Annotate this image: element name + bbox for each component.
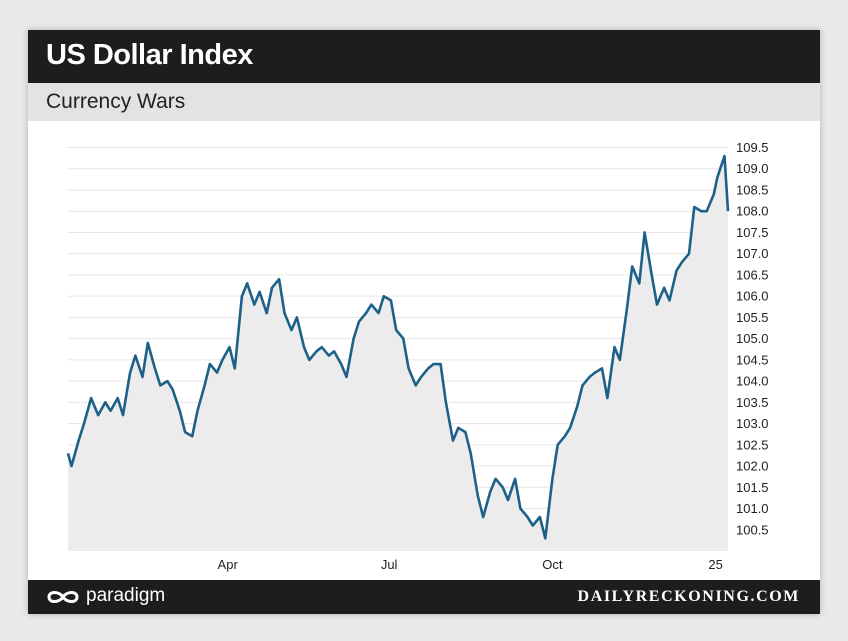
x-tick-label: 25 — [708, 557, 722, 572]
series-line — [66, 154, 730, 540]
y-tick-label: 106.5 — [736, 267, 769, 282]
infinity-icon — [47, 591, 79, 603]
line-chart: 100.5 101.0 101.5 102.0 102.5 103.0 103.5 104.0… — [66, 140, 769, 572]
area-fill — [68, 156, 728, 551]
y-tick-label: 101.0 — [736, 501, 769, 516]
site-name: DAILYRECKONING.COM — [577, 588, 800, 605]
y-tick-label: 108.5 — [736, 182, 769, 197]
chart-subtitle: Currency Wars — [46, 90, 186, 113]
y-tick-label: 101.5 — [736, 480, 769, 495]
subtitle-bar: Currency Wars — [28, 83, 820, 121]
x-tick-label: Jul — [381, 557, 398, 572]
chart-card: US Dollar Index Currency Wars 100.5 101.0… — [28, 30, 820, 614]
x-tick-label: Oct — [542, 557, 563, 572]
y-tick-label: 103.5 — [736, 395, 769, 410]
y-tick-label: 104.5 — [736, 352, 769, 367]
y-tick-label: 108.0 — [736, 204, 769, 219]
chart-title: US Dollar Index — [46, 39, 253, 71]
y-tick-label: 102.0 — [736, 459, 769, 474]
y-tick-label: 105.5 — [736, 310, 769, 325]
x-tick-label: Apr — [218, 557, 239, 572]
y-tick-label: 105.0 — [736, 331, 769, 346]
y-tick-label: 102.5 — [736, 437, 769, 452]
y-tick-label: 100.5 — [736, 522, 769, 537]
y-tick-label: 109.0 — [736, 161, 769, 176]
title-bar: US Dollar Index — [28, 30, 820, 83]
y-tick-label: 107.5 — [736, 225, 769, 240]
footer-bar: paradigm DAILYRECKONING.COM — [28, 580, 820, 614]
brand-name: paradigm — [86, 585, 166, 606]
y-tick-label: 109.5 — [736, 140, 769, 155]
y-tick-label: 106.0 — [736, 289, 769, 304]
y-tick-label: 104.0 — [736, 374, 769, 389]
y-tick-label: 103.0 — [736, 416, 769, 431]
y-tick-label: 107.0 — [736, 246, 769, 261]
